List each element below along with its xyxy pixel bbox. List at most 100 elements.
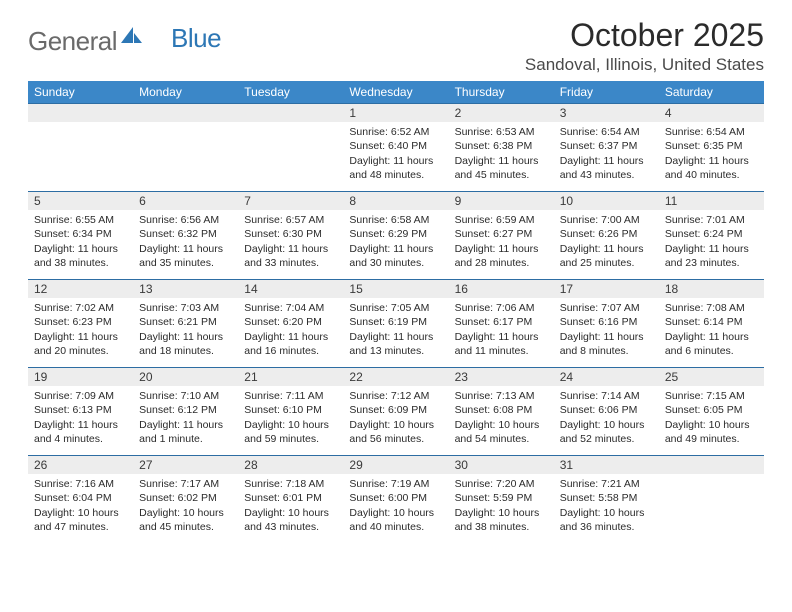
day-number (133, 104, 238, 122)
day-line: Sunset: 6:14 PM (665, 315, 758, 329)
day-line: Sunset: 6:09 PM (349, 403, 442, 417)
day-line: and 30 minutes. (349, 256, 442, 270)
day-line: Sunrise: 7:05 AM (349, 301, 442, 315)
day-line: Sunrise: 6:57 AM (244, 213, 337, 227)
week-row: 12Sunrise: 7:02 AMSunset: 6:23 PMDayligh… (28, 280, 764, 368)
day-line: Daylight: 11 hours (244, 242, 337, 256)
day-cell: 29Sunrise: 7:19 AMSunset: 6:00 PMDayligh… (343, 456, 448, 544)
day-line: and 59 minutes. (244, 432, 337, 446)
day-cell: 15Sunrise: 7:05 AMSunset: 6:19 PMDayligh… (343, 280, 448, 368)
day-line: Daylight: 10 hours (665, 418, 758, 432)
day-cell: 11Sunrise: 7:01 AMSunset: 6:24 PMDayligh… (659, 192, 764, 280)
day-number: 16 (449, 280, 554, 298)
day-line: Daylight: 11 hours (349, 154, 442, 168)
day-header-sunday: Sunday (28, 81, 133, 104)
day-body: Sunrise: 7:07 AMSunset: 6:16 PMDaylight:… (554, 298, 659, 362)
day-number: 20 (133, 368, 238, 386)
day-number: 17 (554, 280, 659, 298)
day-body: Sunrise: 7:06 AMSunset: 6:17 PMDaylight:… (449, 298, 554, 362)
day-line: Daylight: 11 hours (665, 154, 758, 168)
day-line: Sunset: 5:58 PM (560, 491, 653, 505)
day-line: Daylight: 10 hours (139, 506, 232, 520)
day-line: and 8 minutes. (560, 344, 653, 358)
day-cell: 30Sunrise: 7:20 AMSunset: 5:59 PMDayligh… (449, 456, 554, 544)
day-line: Sunrise: 7:20 AM (455, 477, 548, 491)
day-line: Daylight: 11 hours (349, 330, 442, 344)
day-line: and 18 minutes. (139, 344, 232, 358)
day-number: 28 (238, 456, 343, 474)
day-line: Sunrise: 7:06 AM (455, 301, 548, 315)
day-line: and 49 minutes. (665, 432, 758, 446)
day-line: and 36 minutes. (560, 520, 653, 534)
day-cell: 18Sunrise: 7:08 AMSunset: 6:14 PMDayligh… (659, 280, 764, 368)
day-line: and 20 minutes. (34, 344, 127, 358)
day-cell: 14Sunrise: 7:04 AMSunset: 6:20 PMDayligh… (238, 280, 343, 368)
day-cell: 16Sunrise: 7:06 AMSunset: 6:17 PMDayligh… (449, 280, 554, 368)
day-cell: 12Sunrise: 7:02 AMSunset: 6:23 PMDayligh… (28, 280, 133, 368)
day-line: Daylight: 11 hours (244, 330, 337, 344)
day-number: 1 (343, 104, 448, 122)
day-number: 23 (449, 368, 554, 386)
day-number: 11 (659, 192, 764, 210)
day-cell: 27Sunrise: 7:17 AMSunset: 6:02 PMDayligh… (133, 456, 238, 544)
day-line: Daylight: 11 hours (560, 242, 653, 256)
day-line: and 38 minutes. (455, 520, 548, 534)
day-number: 15 (343, 280, 448, 298)
day-header-wednesday: Wednesday (343, 81, 448, 104)
day-body: Sunrise: 7:04 AMSunset: 6:20 PMDaylight:… (238, 298, 343, 362)
day-number: 24 (554, 368, 659, 386)
day-header-friday: Friday (554, 81, 659, 104)
day-line: Sunrise: 6:56 AM (139, 213, 232, 227)
day-line: and 47 minutes. (34, 520, 127, 534)
day-body (28, 122, 133, 129)
day-body: Sunrise: 7:19 AMSunset: 6:00 PMDaylight:… (343, 474, 448, 538)
day-body: Sunrise: 7:00 AMSunset: 6:26 PMDaylight:… (554, 210, 659, 274)
day-cell: 31Sunrise: 7:21 AMSunset: 5:58 PMDayligh… (554, 456, 659, 544)
day-line: Sunset: 6:24 PM (665, 227, 758, 241)
day-line: Sunrise: 7:04 AM (244, 301, 337, 315)
day-number (238, 104, 343, 122)
day-body (133, 122, 238, 129)
day-line: Daylight: 11 hours (34, 418, 127, 432)
day-body: Sunrise: 7:18 AMSunset: 6:01 PMDaylight:… (238, 474, 343, 538)
day-line: Daylight: 10 hours (244, 418, 337, 432)
day-number: 31 (554, 456, 659, 474)
day-line: and 43 minutes. (560, 168, 653, 182)
day-body: Sunrise: 7:21 AMSunset: 5:58 PMDaylight:… (554, 474, 659, 538)
day-header-saturday: Saturday (659, 81, 764, 104)
day-line: Sunrise: 7:19 AM (349, 477, 442, 491)
day-line: Daylight: 10 hours (560, 418, 653, 432)
calendar-body: 1Sunrise: 6:52 AMSunset: 6:40 PMDaylight… (28, 104, 764, 544)
day-body: Sunrise: 7:15 AMSunset: 6:05 PMDaylight:… (659, 386, 764, 450)
day-number: 18 (659, 280, 764, 298)
day-number: 29 (343, 456, 448, 474)
week-row: 5Sunrise: 6:55 AMSunset: 6:34 PMDaylight… (28, 192, 764, 280)
day-cell: 13Sunrise: 7:03 AMSunset: 6:21 PMDayligh… (133, 280, 238, 368)
day-body: Sunrise: 7:02 AMSunset: 6:23 PMDaylight:… (28, 298, 133, 362)
day-line: Sunrise: 7:21 AM (560, 477, 653, 491)
day-line: and 11 minutes. (455, 344, 548, 358)
day-body: Sunrise: 7:11 AMSunset: 6:10 PMDaylight:… (238, 386, 343, 450)
calendar-page: General Blue October 2025 Sandoval, Illi… (0, 0, 792, 544)
day-cell: 28Sunrise: 7:18 AMSunset: 6:01 PMDayligh… (238, 456, 343, 544)
day-line: Sunrise: 7:09 AM (34, 389, 127, 403)
day-line: Daylight: 10 hours (349, 506, 442, 520)
day-number: 13 (133, 280, 238, 298)
page-header: General Blue October 2025 Sandoval, Illi… (28, 18, 764, 75)
day-line: and 23 minutes. (665, 256, 758, 270)
day-number: 6 (133, 192, 238, 210)
day-body: Sunrise: 7:01 AMSunset: 6:24 PMDaylight:… (659, 210, 764, 274)
day-cell: 2Sunrise: 6:53 AMSunset: 6:38 PMDaylight… (449, 104, 554, 192)
day-line: Sunset: 6:23 PM (34, 315, 127, 329)
day-line: Daylight: 11 hours (560, 154, 653, 168)
day-line: Sunset: 6:10 PM (244, 403, 337, 417)
day-line: Daylight: 11 hours (560, 330, 653, 344)
day-cell (659, 456, 764, 544)
day-line: Sunrise: 7:17 AM (139, 477, 232, 491)
day-number: 4 (659, 104, 764, 122)
day-line: Sunset: 6:32 PM (139, 227, 232, 241)
day-line: Daylight: 11 hours (455, 330, 548, 344)
day-line: Sunset: 6:40 PM (349, 139, 442, 153)
day-cell: 8Sunrise: 6:58 AMSunset: 6:29 PMDaylight… (343, 192, 448, 280)
day-line: and 35 minutes. (139, 256, 232, 270)
